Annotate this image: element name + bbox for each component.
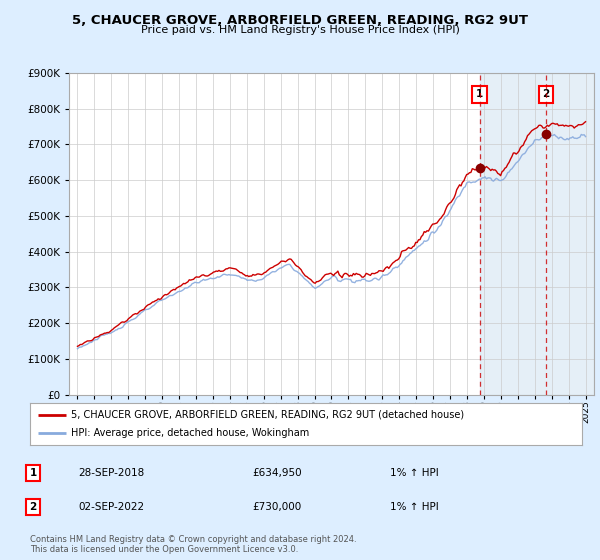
Text: 1% ↑ HPI: 1% ↑ HPI [390, 468, 439, 478]
Text: 5, CHAUCER GROVE, ARBORFIELD GREEN, READING, RG2 9UT (detached house): 5, CHAUCER GROVE, ARBORFIELD GREEN, READ… [71, 410, 464, 420]
Text: £730,000: £730,000 [252, 502, 301, 512]
Text: 1: 1 [476, 89, 484, 99]
Bar [479, 73, 594, 395]
Text: £634,950: £634,950 [252, 468, 302, 478]
Text: 5, CHAUCER GROVE, ARBORFIELD GREEN, READING, RG2 9UT: 5, CHAUCER GROVE, ARBORFIELD GREEN, READ… [72, 14, 528, 27]
Text: 1% ↑ HPI: 1% ↑ HPI [390, 502, 439, 512]
Text: Contains HM Land Registry data © Crown copyright and database right 2024.
This d: Contains HM Land Registry data © Crown c… [30, 535, 356, 554]
Text: 02-SEP-2022: 02-SEP-2022 [78, 502, 144, 512]
Text: 2: 2 [542, 89, 550, 99]
Text: HPI: Average price, detached house, Wokingham: HPI: Average price, detached house, Woki… [71, 428, 310, 438]
Text: 28-SEP-2018: 28-SEP-2018 [78, 468, 144, 478]
Text: 2: 2 [29, 502, 37, 512]
Text: 1: 1 [29, 468, 37, 478]
Text: Price paid vs. HM Land Registry's House Price Index (HPI): Price paid vs. HM Land Registry's House … [140, 25, 460, 35]
